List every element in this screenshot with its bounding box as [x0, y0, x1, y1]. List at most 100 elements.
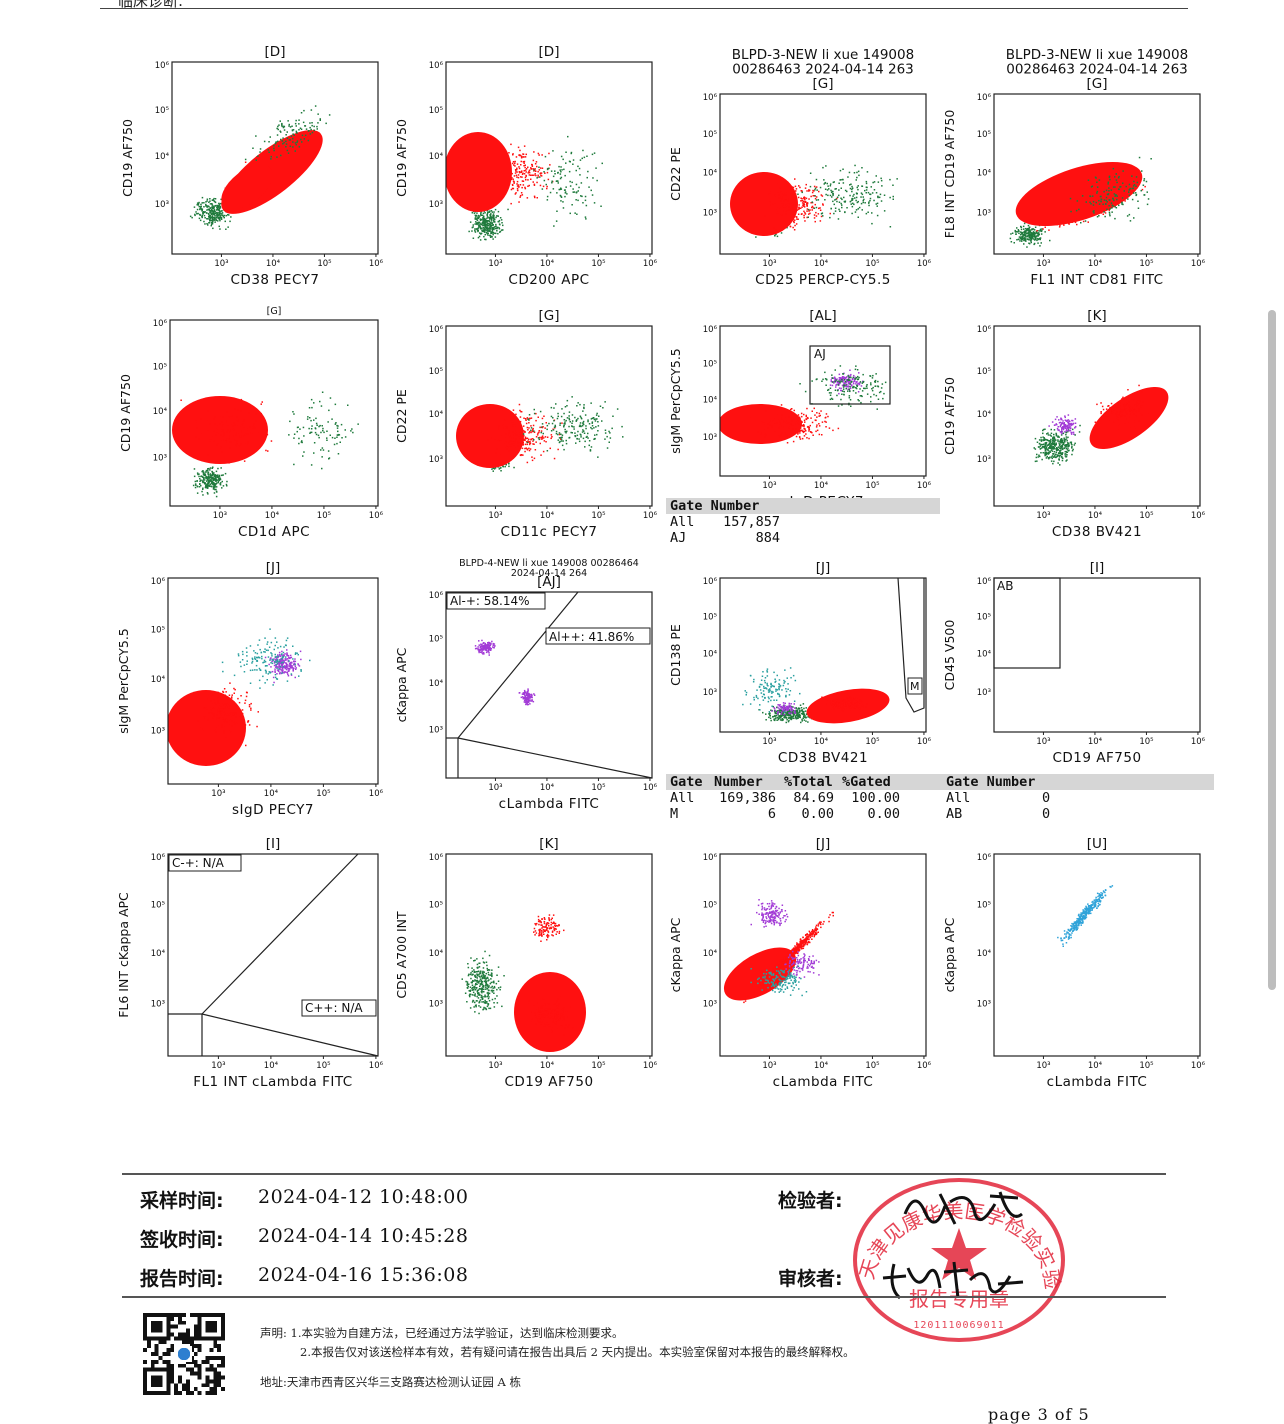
- gate-table-header: Gate Number %Total %Gated: [666, 774, 944, 790]
- y-tick-label: 10³: [151, 999, 165, 1009]
- plot-title: [D]: [265, 44, 286, 60]
- y-axis-label: CD19 AF750: [942, 377, 957, 455]
- lab-address: 地址:天津市西青区兴华三支路赛达检测认证园 A 栋: [260, 1375, 521, 1389]
- y-tick-label: 10⁴: [977, 168, 992, 178]
- qr-code[interactable]: [140, 1313, 228, 1395]
- y-tick-label: 10⁴: [155, 152, 170, 162]
- x-tick-label: 10³: [762, 1061, 776, 1071]
- x-tick-label: 10⁶: [917, 737, 932, 747]
- x-tick-label: 10⁶: [917, 1061, 932, 1071]
- y-tick-label: 10³: [977, 688, 991, 698]
- y-tick-label: 10⁶: [151, 577, 166, 587]
- x-tick-label: 10⁶: [369, 789, 384, 799]
- y-axis-label: sIgM PerCpCY5.5: [116, 628, 131, 734]
- plot-title: BLPD-3-NEW li xue 149008: [732, 47, 914, 63]
- y-axis-label: CD138 PE: [668, 624, 683, 686]
- gate-label: C-+: N/A: [172, 856, 225, 870]
- x-tick-label: 10⁴: [1088, 511, 1103, 521]
- x-tick-label: 10⁵: [316, 789, 330, 799]
- x-axis-label: CD25 PERCP-CY5.5: [755, 272, 891, 288]
- gate-table-i: Gate Number All 0 AB 0: [942, 774, 1214, 822]
- y-tick-label: 10⁵: [977, 613, 991, 623]
- data-points: [1009, 156, 1152, 248]
- x-tick-label: 10⁵: [591, 259, 605, 269]
- y-tick-label: 10⁴: [151, 949, 166, 959]
- y-tick-label: 10⁴: [977, 949, 992, 959]
- table-row: AJ 884: [670, 530, 780, 546]
- y-tick-label: 10⁴: [429, 410, 444, 420]
- y-tick-label: 10⁵: [703, 130, 717, 140]
- y-tick-label: 10⁵: [151, 901, 165, 911]
- x-tick-label: 10⁶: [1191, 1061, 1206, 1071]
- y-tick-label: 10³: [977, 208, 991, 218]
- x-tick-label: 10⁴: [814, 481, 829, 491]
- plot-title: [G]: [1087, 76, 1108, 92]
- x-tick-label: 10⁵: [865, 1061, 879, 1071]
- y-axis-label: cKappa APC: [668, 917, 683, 992]
- plot-title: 00286463 2024-04-14 263: [1006, 62, 1188, 78]
- x-tick-label: 10⁴: [540, 783, 555, 793]
- y-tick-label: 10³: [153, 454, 167, 464]
- plot-frame: [993, 577, 1201, 733]
- x-tick-label: 10⁵: [317, 511, 331, 521]
- y-tick-label: 10³: [429, 200, 443, 210]
- x-tick-label: 10⁴: [264, 1061, 279, 1071]
- x-tick-label: 10³: [1036, 737, 1050, 747]
- disclaimer-line-2: 2.本报告仅对该送检样本有效，若有疑问请在报告出具后 2 天内提出。本实验室保留…: [300, 1345, 855, 1359]
- y-tick-label: 10⁵: [153, 363, 167, 373]
- x-axis-label: CD38 BV421: [1052, 524, 1142, 540]
- x-tick-label: 10⁴: [814, 259, 829, 269]
- plot-title: [AL]: [809, 308, 836, 324]
- y-tick-label: 10³: [977, 999, 991, 1009]
- y-tick-label: 10⁶: [429, 853, 444, 863]
- x-tick-label: 10⁶: [917, 481, 932, 491]
- x-tick-label: 10⁵: [1139, 737, 1153, 747]
- page-number: page 3 of 5: [988, 1405, 1090, 1424]
- data-points: [1033, 384, 1169, 466]
- y-tick-label: 10⁵: [429, 635, 443, 645]
- y-tick-label: 10⁵: [977, 901, 991, 911]
- gate-table-header: Gate Number: [666, 498, 940, 514]
- y-tick-label: 10⁴: [703, 168, 718, 178]
- x-tick-label: 10⁶: [643, 1061, 658, 1071]
- y-tick-label: 10⁶: [977, 577, 992, 587]
- data-points: [168, 628, 311, 766]
- data-points: [730, 164, 898, 238]
- y-tick-label: 10⁶: [153, 319, 168, 329]
- x-tick-label: 10⁵: [591, 1061, 605, 1071]
- gate-table-header: Gate Number: [942, 774, 1214, 790]
- y-tick-label: 10⁶: [703, 93, 718, 103]
- x-tick-label: 10⁴: [266, 259, 281, 269]
- sample-time-value: 2024-04-12 10:48:00: [258, 1186, 469, 1208]
- data-points: [172, 391, 359, 498]
- x-tick-label: 10⁵: [317, 259, 331, 269]
- x-tick-label: 10⁴: [264, 789, 279, 799]
- y-tick-label: 10⁵: [703, 360, 717, 370]
- scrollbar[interactable]: [1268, 310, 1276, 990]
- y-tick-label: 10³: [977, 455, 991, 465]
- plot-frame: [719, 325, 927, 477]
- data-points: [723, 899, 834, 1004]
- x-tick-label: 10³: [1036, 259, 1050, 269]
- x-tick-label: 10³: [211, 1061, 225, 1071]
- y-tick-label: 10⁶: [429, 61, 444, 71]
- plot-title: [J]: [816, 560, 831, 576]
- plot-frame: [167, 577, 379, 785]
- table-row: All 157,857: [670, 514, 780, 530]
- x-axis-label: FL1 INT cLambda FITC: [193, 1074, 352, 1090]
- table-row: All 0: [946, 790, 1051, 806]
- x-tick-label: 10⁵: [865, 481, 879, 491]
- x-tick-label: 10⁶: [369, 1061, 384, 1071]
- y-tick-label: 10⁶: [429, 591, 444, 601]
- x-tick-label: 10⁶: [643, 783, 658, 793]
- data-points: [456, 396, 624, 472]
- x-tick-label: 10⁵: [1139, 259, 1153, 269]
- table-row: M 6 0.00 0.00: [670, 806, 900, 822]
- plot-title: [J]: [266, 560, 281, 576]
- x-tick-label: 10⁴: [814, 1061, 829, 1071]
- x-axis-label: CD1d APC: [238, 524, 310, 540]
- y-axis-label: CD19 AF750: [394, 119, 409, 197]
- x-axis-label: cLambda FITC: [1047, 1074, 1148, 1090]
- y-axis-label: FL8 INT CD19 AF750: [942, 110, 957, 239]
- data-points: [1057, 885, 1114, 947]
